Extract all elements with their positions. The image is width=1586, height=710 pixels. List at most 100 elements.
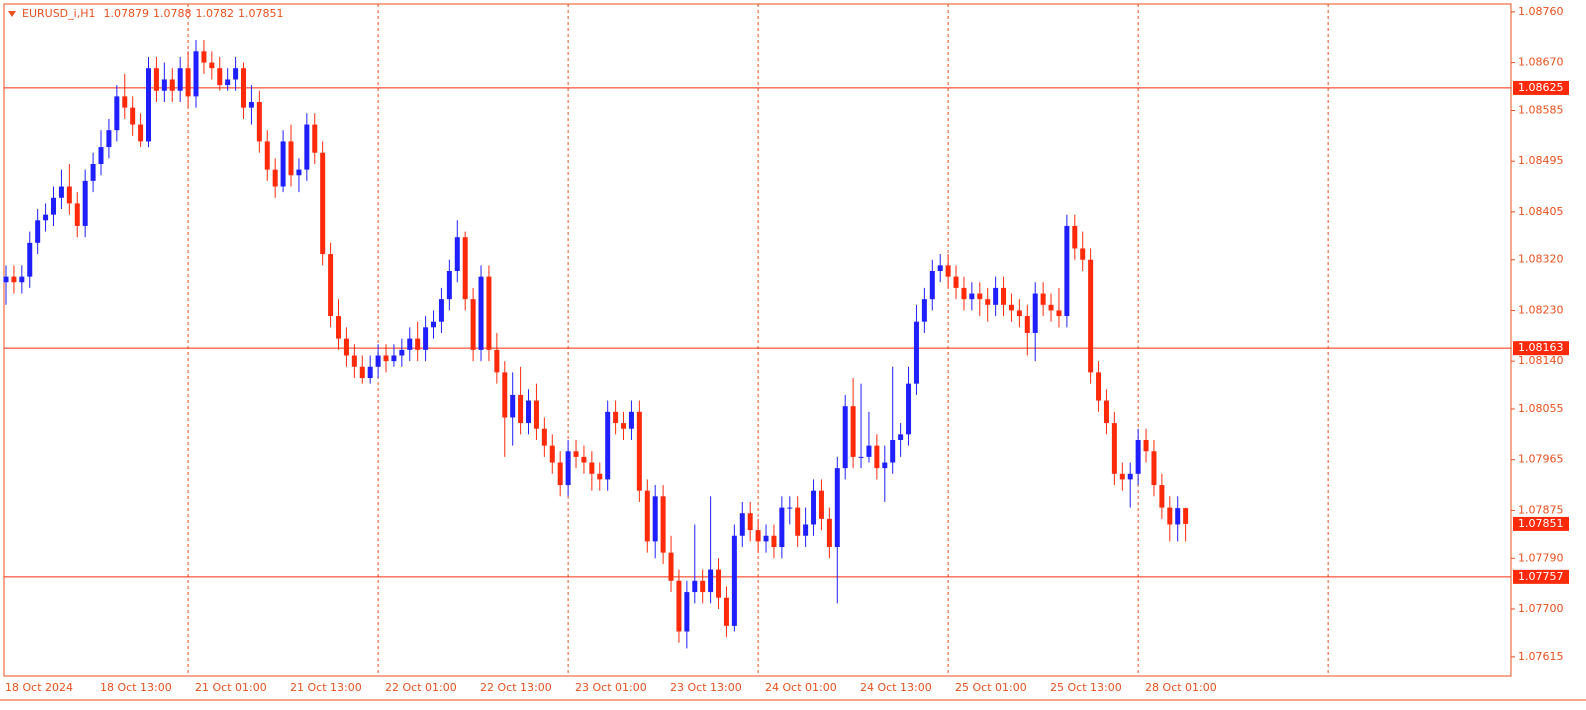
x-tick-label: 18 Oct 2024	[5, 681, 73, 694]
candle-body	[169, 79, 175, 91]
x-tick-label: 23 Oct 01:00	[575, 681, 647, 694]
candle-body	[106, 130, 112, 148]
candle-body	[621, 423, 627, 429]
candle-body	[850, 406, 856, 457]
candle-body	[201, 51, 207, 63]
candle-body	[779, 507, 785, 548]
candle-body	[470, 299, 476, 350]
candle-body	[1143, 439, 1149, 452]
candle-body	[723, 597, 729, 626]
candle-body	[533, 400, 539, 429]
candle-body	[1159, 485, 1165, 508]
candle-body	[217, 68, 223, 86]
y-tick-label: 1.08585	[1518, 103, 1564, 116]
candle-body	[225, 79, 231, 86]
candle-body	[1048, 304, 1054, 311]
candle-body	[375, 355, 381, 367]
candle-body	[755, 530, 761, 542]
candle-body	[494, 349, 500, 373]
open: 1.07879	[103, 7, 149, 20]
candle-body	[304, 124, 310, 170]
candle-body	[668, 552, 674, 581]
candle-body	[138, 124, 144, 142]
candle-body	[74, 203, 80, 226]
x-tick-label: 22 Oct 13:00	[480, 681, 552, 694]
candle-body	[993, 287, 999, 305]
candle-body	[929, 270, 935, 300]
candle-body	[1080, 248, 1086, 260]
candle-body	[890, 439, 896, 463]
level-label-bg	[1513, 341, 1569, 356]
candle-body	[811, 490, 817, 525]
candle-body	[700, 580, 706, 593]
candle-body	[1111, 423, 1117, 474]
candle-body	[953, 276, 959, 288]
x-tick-label: 24 Oct 01:00	[765, 681, 837, 694]
candle-body	[1064, 225, 1070, 317]
candle-body	[122, 96, 128, 108]
candle-body	[90, 163, 96, 181]
candle-body	[1183, 508, 1189, 524]
candle-body	[1040, 293, 1046, 305]
candle-body	[320, 152, 326, 255]
y-tick-label: 1.08140	[1518, 354, 1564, 367]
y-tick-label: 1.07875	[1518, 503, 1564, 516]
candle-body	[1008, 304, 1014, 311]
candle-body	[415, 338, 421, 350]
y-tick-label: 1.08760	[1518, 5, 1564, 18]
chart-header: EURUSD_i,H1 1.07879 1.0788 1.0782 1.07851	[22, 7, 283, 20]
y-tick-label: 1.08495	[1518, 154, 1564, 167]
x-tick-label: 24 Oct 13:00	[860, 681, 932, 694]
candle-body	[280, 141, 286, 187]
candle-body	[771, 535, 777, 548]
close: 1.07851	[238, 7, 284, 20]
candle-body	[66, 186, 72, 204]
candle-body	[336, 316, 342, 339]
candle-body	[1024, 316, 1030, 333]
candle-body	[565, 451, 571, 486]
candle-body	[296, 169, 302, 176]
candle-body	[359, 366, 365, 379]
candle-body	[328, 254, 334, 317]
candle-body	[573, 451, 579, 457]
candle-body	[1032, 293, 1038, 333]
candle-body	[58, 186, 64, 198]
candle-body	[961, 287, 967, 300]
candle-body	[272, 169, 278, 187]
low: 1.0782	[195, 7, 234, 20]
candle-body	[462, 237, 468, 300]
candle-body	[431, 321, 437, 328]
x-tick-label: 25 Oct 13:00	[1050, 681, 1122, 694]
candle-body	[1103, 400, 1109, 424]
candle-body	[193, 51, 199, 97]
current-price-label: 1.07851	[1518, 517, 1564, 530]
current-price-bg	[1513, 516, 1569, 531]
candle-body	[557, 462, 563, 486]
symbol: EURUSD_i,H1	[22, 7, 95, 20]
candle-body	[264, 141, 270, 170]
y-tick-label: 1.08055	[1518, 402, 1564, 415]
candle-body	[1151, 451, 1157, 486]
candle-body	[636, 411, 642, 491]
candle-body	[27, 242, 33, 277]
candle-body	[684, 592, 690, 632]
candle-body	[866, 445, 872, 457]
collapse-icon[interactable]	[8, 11, 16, 17]
candle-body	[921, 299, 927, 322]
candle-body	[581, 456, 587, 463]
candle-body	[882, 462, 888, 469]
candle-body	[391, 355, 397, 362]
candle-body	[146, 68, 152, 142]
y-tick-label: 1.08405	[1518, 205, 1564, 218]
y-tick-label: 1.07790	[1518, 551, 1564, 564]
candle-body	[763, 535, 769, 542]
candle-body	[969, 293, 975, 300]
candle-body	[11, 276, 17, 283]
candle-body	[605, 411, 611, 480]
candle-body	[51, 197, 57, 215]
y-tick-label: 1.08670	[1518, 56, 1564, 69]
candle-body	[549, 445, 555, 463]
candle-body	[423, 327, 429, 350]
candle-body	[454, 237, 460, 271]
